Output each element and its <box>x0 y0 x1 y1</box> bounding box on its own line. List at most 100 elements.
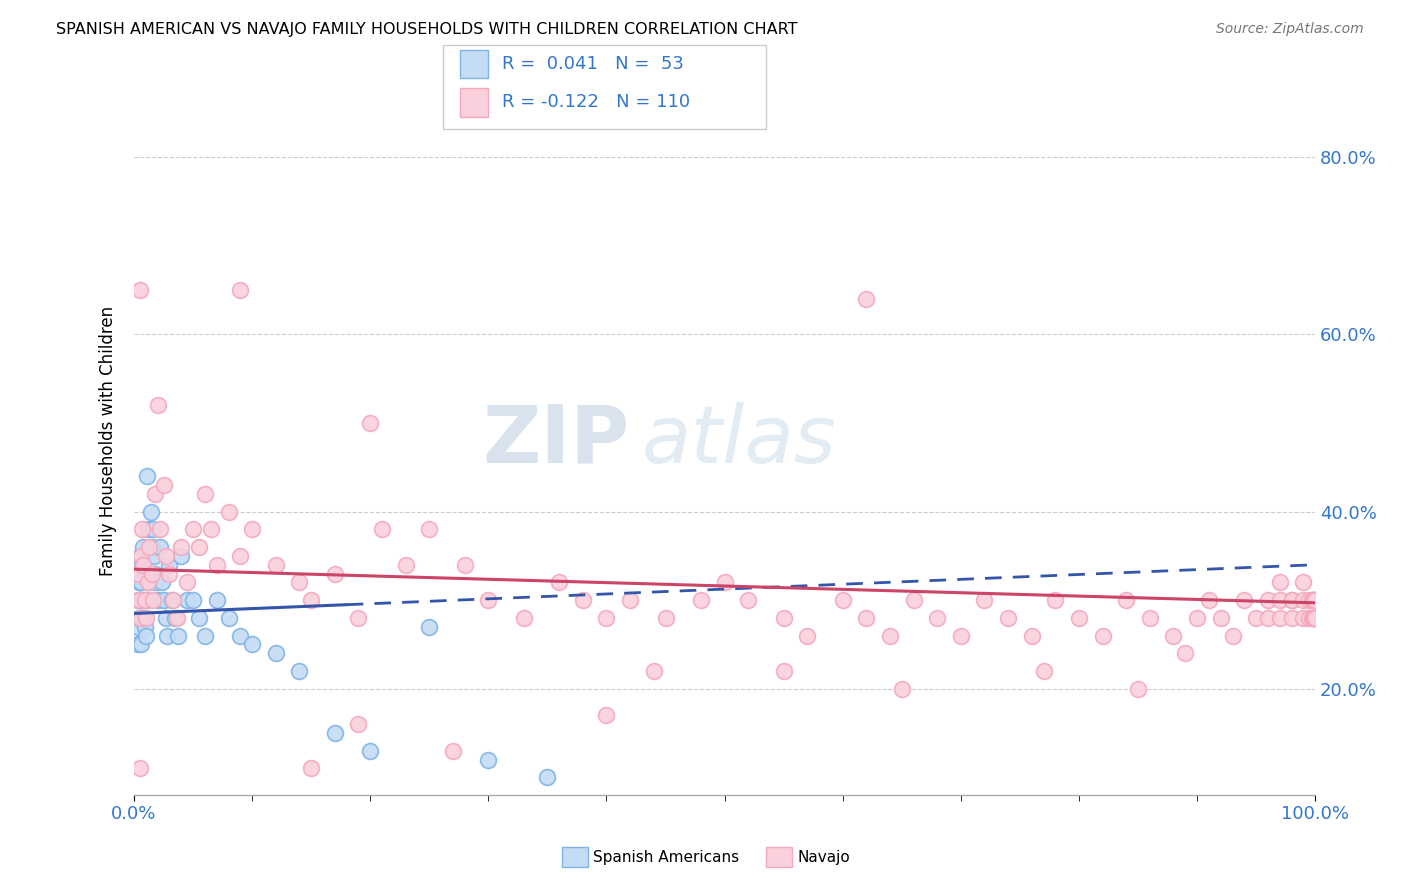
Point <box>1198 593 1220 607</box>
Text: R = -0.122   N = 110: R = -0.122 N = 110 <box>502 94 690 112</box>
Point <box>890 681 912 696</box>
Point <box>855 292 877 306</box>
Point <box>127 566 149 581</box>
Point <box>170 549 193 563</box>
Text: Source: ZipAtlas.com: Source: ZipAtlas.com <box>1216 22 1364 37</box>
Point <box>927 611 949 625</box>
Point <box>572 593 595 607</box>
Point <box>513 611 536 625</box>
Point <box>129 762 152 776</box>
Point <box>1021 629 1043 643</box>
Point <box>536 770 558 784</box>
Point <box>1301 593 1323 607</box>
Point <box>595 708 617 723</box>
Point <box>855 611 877 625</box>
Point <box>477 753 499 767</box>
Point <box>159 566 181 581</box>
Point <box>132 540 155 554</box>
Point <box>166 611 188 625</box>
Point <box>149 522 172 536</box>
Point <box>132 558 155 572</box>
Point <box>1281 611 1303 625</box>
Point <box>997 611 1019 625</box>
Point <box>1045 593 1067 607</box>
Point <box>194 629 217 643</box>
Point <box>127 620 149 634</box>
Point <box>1126 681 1149 696</box>
Point <box>1091 629 1114 643</box>
Point <box>395 558 418 572</box>
Point <box>150 575 173 590</box>
Point <box>1302 611 1324 625</box>
Point <box>129 637 152 651</box>
Point <box>127 593 149 607</box>
Point <box>1268 575 1291 590</box>
Point <box>142 522 165 536</box>
Point <box>229 629 252 643</box>
Point <box>170 540 193 554</box>
Point <box>146 593 169 607</box>
Y-axis label: Family Households with Children: Family Households with Children <box>100 306 117 575</box>
Point <box>156 629 179 643</box>
Point <box>129 549 152 563</box>
Point <box>218 505 240 519</box>
Point <box>949 629 972 643</box>
Point <box>1257 593 1279 607</box>
Point <box>136 575 159 590</box>
Point <box>323 726 346 740</box>
Text: ZIP: ZIP <box>482 401 630 480</box>
Point <box>139 505 162 519</box>
Point <box>1163 629 1185 643</box>
Point <box>136 522 159 536</box>
Point <box>643 664 665 678</box>
Point <box>129 611 152 625</box>
Point <box>129 549 152 563</box>
Point <box>142 593 165 607</box>
Point <box>188 611 211 625</box>
Point <box>145 575 167 590</box>
Point <box>477 593 499 607</box>
Point <box>135 593 157 607</box>
Point <box>141 540 163 554</box>
Point <box>155 549 177 563</box>
Point <box>595 611 617 625</box>
Text: atlas: atlas <box>643 401 837 480</box>
Point <box>162 593 184 607</box>
Point <box>134 593 156 607</box>
Point <box>1281 593 1303 607</box>
Text: SPANISH AMERICAN VS NAVAJO FAMILY HOUSEHOLDS WITH CHILDREN CORRELATION CHART: SPANISH AMERICAN VS NAVAJO FAMILY HOUSEH… <box>56 22 797 37</box>
Point <box>146 398 169 412</box>
Point <box>1298 593 1320 607</box>
Point <box>1067 611 1090 625</box>
Point <box>347 611 370 625</box>
Point <box>796 629 818 643</box>
Point <box>129 593 152 607</box>
Point <box>131 522 153 536</box>
Point <box>159 558 181 572</box>
Point <box>288 664 311 678</box>
Point <box>131 593 153 607</box>
Point <box>134 566 156 581</box>
Point <box>128 593 150 607</box>
Point <box>143 566 166 581</box>
Point <box>1303 593 1326 607</box>
Point <box>1185 611 1208 625</box>
Point <box>1139 611 1161 625</box>
Point <box>138 540 160 554</box>
Point <box>229 283 252 297</box>
Point <box>1268 611 1291 625</box>
Point <box>1233 593 1256 607</box>
Point <box>548 575 571 590</box>
Point <box>135 629 157 643</box>
Point <box>1292 593 1315 607</box>
Point <box>240 637 263 651</box>
Text: R =  0.041   N =  53: R = 0.041 N = 53 <box>502 55 683 73</box>
Point <box>772 664 794 678</box>
Point <box>772 611 794 625</box>
Point <box>690 593 713 607</box>
Point <box>1032 664 1054 678</box>
Point <box>155 611 177 625</box>
Point <box>218 611 240 625</box>
Point <box>1303 611 1326 625</box>
Point <box>1292 611 1315 625</box>
